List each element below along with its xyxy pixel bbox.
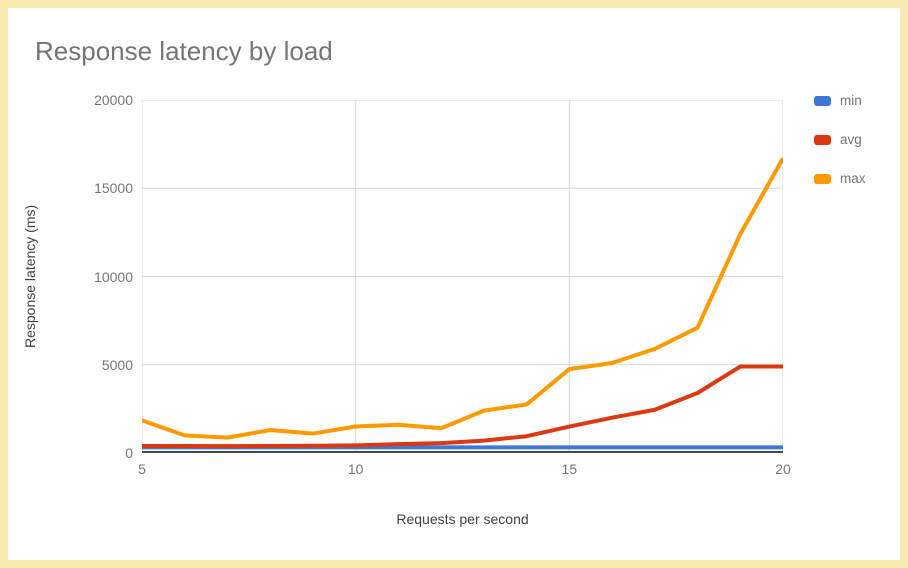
- y-tick-label: 20000: [94, 92, 133, 108]
- x-tick-label: 5: [138, 461, 146, 477]
- legend-swatch-max: [814, 174, 831, 184]
- plot-area: [142, 100, 783, 453]
- legend-item-min: min: [814, 93, 900, 108]
- legend-item-avg: avg: [814, 132, 900, 147]
- y-tick-label: 5000: [101, 356, 133, 373]
- series-line-avg: [142, 364, 783, 449]
- legend-swatch-avg: [814, 135, 831, 145]
- legend-label: min: [840, 93, 862, 108]
- x-axis-title: Requests per second: [396, 511, 529, 527]
- x-tick-label: 20: [775, 461, 791, 477]
- y-axis-title: Response latency (ms): [22, 204, 38, 349]
- y-tick-label: 15000: [94, 180, 133, 197]
- plot-canvas: [142, 100, 783, 453]
- chart-title: Response latency by load: [35, 36, 333, 66]
- x-tick-label: 15: [561, 461, 578, 477]
- series-line-max: [142, 157, 783, 440]
- y-tick-label: 0: [125, 445, 133, 461]
- y-tick-label: 10000: [94, 268, 133, 285]
- legend-swatch-min: [814, 96, 831, 106]
- legend-label: max: [840, 171, 866, 186]
- legend-item-max: max: [814, 171, 900, 186]
- legend-label: avg: [840, 132, 862, 147]
- x-tick-label: 10: [347, 461, 364, 477]
- chart-legend: min avg max: [814, 93, 900, 211]
